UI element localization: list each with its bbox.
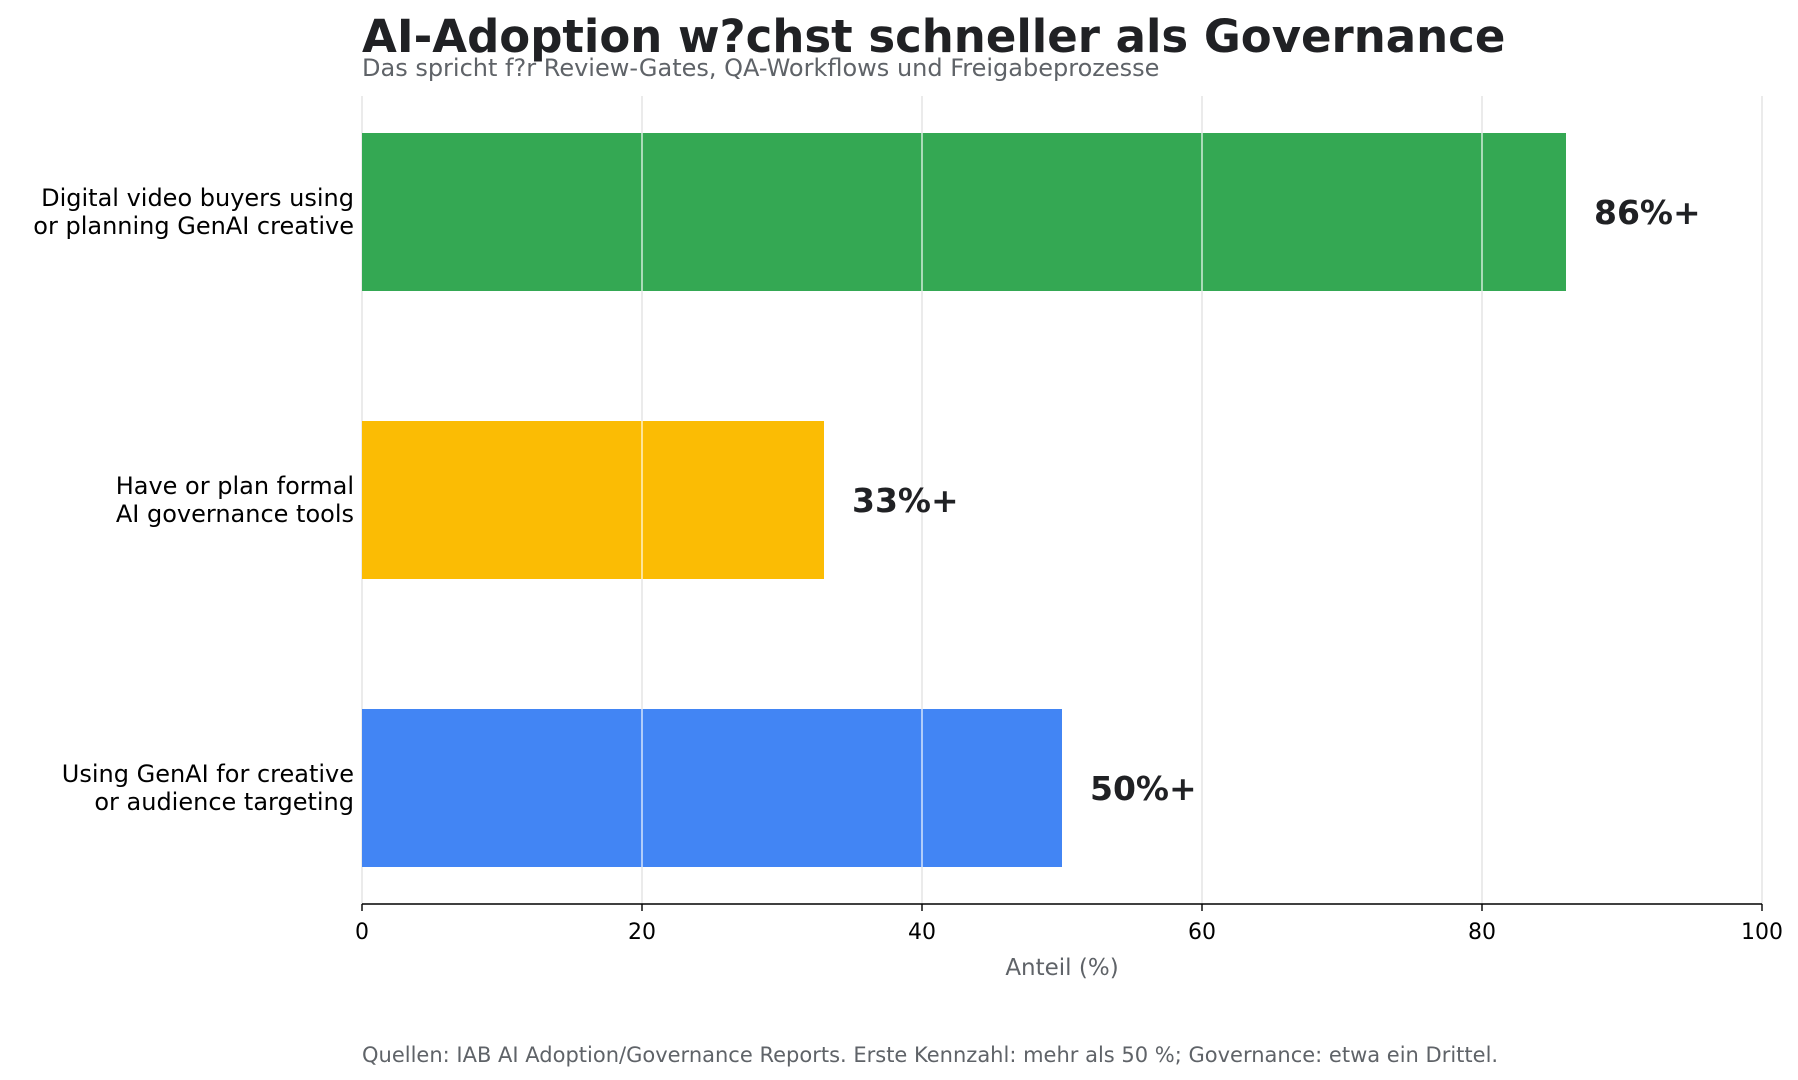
chart-subtitle: Das spricht f?r Review-Gates, QA-Workflo…	[362, 54, 1159, 82]
value-label-1: 86%+	[1594, 193, 1701, 232]
value-labels: 86%+ 33%+ 50%+	[852, 193, 1701, 808]
bar-grid-overlay	[641, 133, 1483, 867]
x-tick-label: 40	[908, 920, 936, 945]
x-tick-label: 100	[1741, 920, 1783, 945]
x-axis-ticks: 0 20 40 60 80 100	[355, 904, 1783, 945]
category-label: Using GenAI for creative	[62, 760, 354, 788]
category-label: Digital video buyers using	[41, 184, 354, 212]
category-label: or planning GenAI creative	[33, 212, 354, 240]
category-label: Have or plan formal	[116, 472, 354, 500]
bar-1	[362, 133, 1566, 291]
x-tick-label: 20	[628, 920, 656, 945]
value-label-2: 33%+	[852, 481, 959, 520]
x-tick-label: 80	[1468, 920, 1496, 945]
category-label: or audience targeting	[94, 788, 354, 816]
bars	[362, 133, 1566, 867]
source-note: Quellen: IAB AI Adoption/Governance Repo…	[362, 1043, 1498, 1067]
x-tick-label: 0	[355, 920, 369, 945]
bar-3	[362, 709, 1062, 867]
x-tick-label: 60	[1188, 920, 1216, 945]
x-axis-label: Anteil (%)	[1005, 955, 1118, 981]
category-label: AI governance tools	[116, 500, 354, 528]
chart-title: AI-Adoption w?chst schneller als Governa…	[362, 10, 1505, 63]
bar-2	[362, 421, 824, 579]
value-label-3: 50%+	[1090, 769, 1197, 808]
